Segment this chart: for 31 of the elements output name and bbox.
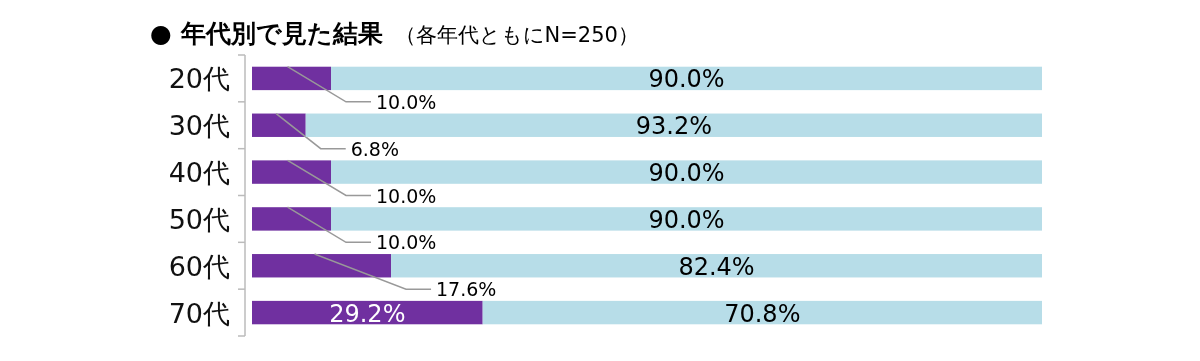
data-label: 29.2% (329, 299, 406, 328)
data-label: 6.8% (350, 137, 399, 160)
bar (252, 113, 306, 137)
chart-title: ● 年代別で見た結果 (150, 19, 383, 48)
y-tick-label: 30代 (168, 110, 230, 142)
chart-subtitle: （各年代ともにN=250） (394, 23, 639, 47)
bar (252, 254, 392, 278)
bar (252, 207, 331, 231)
data-label: 90.0% (648, 205, 725, 234)
bar (331, 66, 1042, 91)
data-label: 90.0% (648, 159, 725, 188)
y-tick-label: 50代 (168, 203, 230, 235)
bar (331, 160, 1042, 184)
data-label: 70.8% (724, 299, 801, 328)
data-label: 82.4% (678, 252, 755, 281)
bar (252, 160, 331, 184)
y-tick-label: 40代 (168, 157, 230, 189)
bar (331, 207, 1042, 231)
y-tick-label: 60代 (168, 250, 230, 282)
data-label: 10.0% (376, 184, 437, 207)
data-label: 93.2% (635, 112, 712, 141)
bar (482, 300, 1042, 325)
bar (252, 66, 331, 91)
bar (305, 113, 1042, 137)
y-tick-label: 70代 (168, 297, 230, 329)
data-label: 90.0% (648, 65, 725, 94)
bar (391, 254, 1042, 278)
data-label: 17.6% (436, 278, 497, 301)
y-tick-label: 20代 (168, 63, 230, 95)
data-label: 10.0% (376, 90, 437, 113)
data-label: 10.0% (376, 231, 437, 254)
